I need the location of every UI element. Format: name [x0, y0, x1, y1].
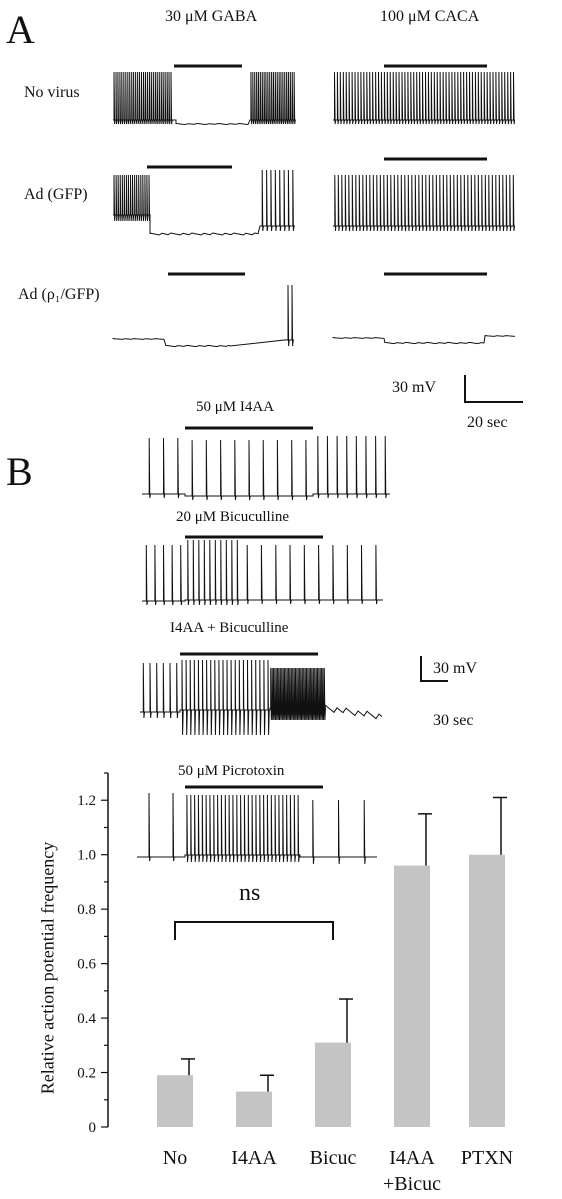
bar: [469, 854, 505, 1127]
panel-a-letter: A: [6, 7, 35, 52]
trace-rho-caca: [332, 335, 516, 345]
trace-gfp-caca: [333, 174, 515, 232]
significance-bracket: [174, 921, 334, 940]
row-label-ad-rho-gfp: Ad (ρ₁/GFP): [18, 286, 100, 303]
bar: [315, 1042, 351, 1127]
trace-label-i4aa-bicuculline: I4AA + Bicuculline: [170, 620, 289, 636]
x-category-label: I4AA: [389, 1147, 435, 1169]
y-tick-label: 0.4: [77, 1011, 96, 1027]
y-tick-label: 0.8: [77, 902, 96, 918]
trace-label-i4aa: 50 μM I4AA: [196, 399, 275, 415]
panel-a-header-gaba: 30 μM GABA: [165, 8, 258, 25]
y-tick-label: 0.2: [77, 1066, 96, 1082]
bar: [394, 865, 430, 1127]
y-tick-label: 1.0: [77, 848, 96, 864]
panel-a-scale-bar: [464, 375, 523, 403]
trace-label-bicuculline: 20 μM Bicuculline: [176, 509, 290, 525]
panel-a-header-caca: 100 μM CACA: [380, 8, 480, 25]
panel-b-scale-time: 30 sec: [433, 712, 474, 729]
bar: [157, 1075, 193, 1127]
trace-i4aa-bicuculline: [140, 659, 383, 736]
row-label-ad-gfp: Ad (GFP): [24, 186, 88, 203]
row-label-no-virus: No virus: [24, 84, 80, 101]
x-category-label: +Bicuc: [383, 1173, 441, 1195]
panel-b-scale-bar: [420, 656, 448, 682]
trace-picrotoxin: [137, 792, 377, 865]
bar: [236, 1091, 272, 1127]
x-category-label: No: [163, 1147, 187, 1169]
significance-label: ns: [239, 880, 261, 906]
x-category-label: PTXN: [461, 1147, 513, 1169]
chart-labels: 0 0.2 0.4 0.6 0.8 1.0 1.2 No I4AA Bicuc I4AA +Bicuc…: [77, 793, 513, 1195]
trace-no-virus-caca: [333, 71, 516, 125]
trace-rho-gaba: [112, 284, 294, 348]
x-category-label: Bicuc: [310, 1147, 357, 1169]
panel-a-scale-time: 20 sec: [467, 414, 508, 431]
chart-bars: [157, 796, 507, 1127]
chart-axes: [101, 772, 109, 1128]
y-tick-label: 1.2: [77, 793, 96, 809]
trace-label-picrotoxin: 50 μM Picrotoxin: [178, 763, 285, 779]
trace-i4aa: [142, 435, 390, 501]
panel-b-letter: B: [6, 449, 33, 494]
y-tick-label: 0.6: [77, 957, 96, 973]
trace-gfp-gaba: [113, 169, 295, 236]
panel-b-scale-voltage: 30 mV: [433, 660, 477, 677]
y-tick-label: 0: [89, 1120, 97, 1136]
panel-a-scale-voltage: 30 mV: [392, 379, 436, 396]
trace-no-virus-gaba: [113, 71, 296, 126]
x-category-label: I4AA: [231, 1147, 277, 1169]
trace-bicuculline: [142, 539, 383, 606]
